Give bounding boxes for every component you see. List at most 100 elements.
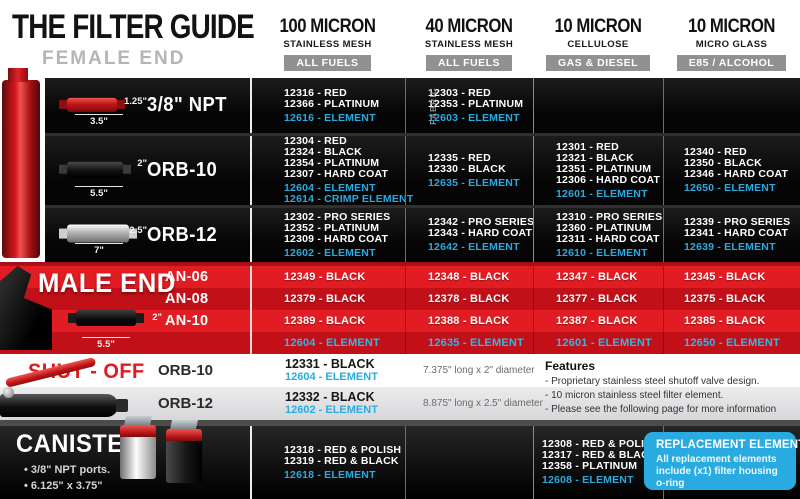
page-title: THE FILTER GUIDE — [12, 8, 255, 46]
red-filter-product-photo — [2, 68, 40, 258]
female-end-section: 1.25" 3.5" 3/8" NPT 12316 - RED 12366 - P… — [0, 68, 800, 262]
replacement-cell: REPLACEMENT ELEMENTS All replacement ele… — [644, 426, 800, 499]
part-number: 12375 - BLACK — [684, 293, 766, 305]
element-part-number: 12604 - ELEMENT — [284, 337, 380, 349]
part-number: 12388 - BLACK — [428, 315, 510, 327]
features-block: Features - Proprietary stainless steel s… — [545, 359, 795, 417]
size-note: 8.875" long x 2.5" diameter — [423, 398, 543, 409]
column-title: 40 MICRON — [425, 16, 513, 37]
replacement-elements-title: REPLACEMENT ELEMENTS — [656, 439, 800, 451]
parts-cell: 12335 - RED 12330 - BLACK 12635 - ELEMENT — [405, 136, 533, 205]
male-end-section: AN-06 12349 - BLACK 12348 - BLACK 12347 … — [0, 262, 800, 354]
diameter-dimension: 1.25" — [124, 95, 147, 107]
row-label-an10: AN-10 — [165, 313, 209, 329]
parts-cell: 12331 - BLACK 12604 - ELEMENT — [250, 354, 405, 387]
fuel-type-badge: ALL FUELS — [425, 55, 513, 71]
parts-cell: 12340 - RED 12350 - BLACK 12346 - HARD COA… — [663, 136, 800, 205]
replacement-elements-note: All replacement elements include (x1) fi… — [656, 454, 778, 489]
replacement-elements-callout: REPLACEMENT ELEMENTS All replacement ele… — [644, 432, 800, 490]
column-subtitle: MICRO GLASS — [695, 39, 768, 50]
element-part-number: 12602 - ELEMENT — [285, 404, 378, 416]
fuel-type-badge: ALL FUELS — [284, 55, 371, 71]
npt-filter-image: 1.25" 3.5" — [45, 78, 147, 133]
element-part-number: 12601 - ELEMENT — [556, 337, 652, 349]
canister-black-product-photo — [166, 420, 202, 483]
parts-cell: 12318 - RED & POLISH 12319 - RED & BLACK … — [250, 426, 405, 499]
row-npt: 1.25" 3.5" 3/8" NPT 12316 - RED 12366 - P… — [0, 78, 800, 133]
shut-off-section: SHUT - OFF ORB-10 12331 - BLACK 12604 - … — [0, 354, 800, 420]
fabric-note: FABRIC — [427, 86, 438, 125]
length-dimension: 5.5" — [75, 186, 123, 199]
shut-off-valve-product-photo — [0, 356, 140, 419]
part-number: 12387 - BLACK — [556, 315, 638, 327]
part-number: 12379 - BLACK — [284, 293, 366, 305]
part-number: 12378 - BLACK — [428, 293, 510, 305]
column-subtitle: STAINLESS MESH — [424, 39, 514, 50]
column-header-100-micron: 100 MICRON STAINLESS MESH ALL FUELS — [250, 0, 405, 78]
element-part-number: 12635 - ELEMENT — [428, 337, 524, 349]
column-subtitle: CELLULOSE — [567, 39, 629, 50]
length-dimension: 7" — [75, 243, 123, 256]
parts-cell: 12304 - RED 12324 - BLACK 12354 - PLATINUM… — [250, 136, 413, 205]
female-end-section-label: FEMALE END — [42, 48, 186, 69]
parts-cell: 12316 - RED 12366 - PLATINUM 12616 - ELEM… — [250, 78, 405, 133]
part-number: 12348 - BLACK — [428, 271, 510, 283]
fuel-type-badge: E85 / ALCOHOL — [676, 55, 787, 71]
orb10-filter-image: 2" 5.5" — [45, 136, 147, 205]
part-number: 12377 - BLACK — [556, 293, 638, 305]
column-header-10-micron-micro-glass: 10 MICRON MICRO GLASS E85 / ALCOHOL — [663, 0, 800, 78]
parts-cell: 12339 - PRO SERIES 12341 - HARD COAT 1263… — [663, 208, 800, 262]
row-label-an08: AN-08 — [165, 291, 209, 307]
part-number: 12331 - BLACK — [285, 357, 375, 371]
part-number: 12332 - BLACK — [285, 390, 375, 404]
row-label-an06: AN-06 — [165, 269, 209, 285]
parts-cell: 12301 - RED 12321 - BLACK 12351 - PLATINUM… — [533, 136, 663, 205]
diameter-dimension: 2.5" — [129, 225, 147, 237]
column-subtitle: STAINLESS MESH — [283, 39, 372, 50]
parts-cell: FABRIC 12303 - RED 12353 - PLATINUM 12603… — [405, 78, 533, 133]
features-list: - Proprietary stainless steel shutoff va… — [545, 376, 777, 415]
row-an10: AN-10 12389 - BLACK 12388 - BLACK 12387 … — [0, 310, 800, 332]
row-shutoff-orb12: ORB-12 12332 - BLACK 12602 - ELEMENT 8.8… — [0, 387, 800, 420]
canister-section: CANISTER • 3/8" NPT ports. • 6.125" x 3.7… — [0, 416, 800, 499]
length-dimension: 3.5" — [75, 114, 123, 127]
row-an08: AN-08 12379 - BLACK 12378 - BLACK 12377 … — [0, 288, 800, 310]
column-header-40-micron: 40 MICRON STAINLESS MESH ALL FUELS — [405, 0, 533, 78]
parts-cell-empty — [533, 78, 663, 133]
row-label-orb10: ORB-10 — [147, 159, 218, 181]
row-label-npt: 3/8" NPT — [147, 94, 227, 116]
part-number: 12385 - BLACK — [684, 315, 766, 327]
column-title: 100 MICRON — [279, 16, 376, 37]
canister-specs: • 3/8" NPT ports. • 6.125" x 3.75" — [24, 464, 111, 492]
canister-polish-product-photo — [120, 416, 156, 479]
row-an06: AN-06 12349 - BLACK 12348 - BLACK 12347 … — [0, 266, 800, 288]
part-number: 12347 - BLACK — [556, 271, 638, 283]
element-part-number: 12604 - ELEMENT — [285, 371, 378, 383]
parts-cell: 12310 - PRO SERIES 12360 - PLATINUM 12311 … — [533, 208, 663, 262]
row-label-orb12: ORB-12 — [158, 395, 214, 412]
canister-section-label: CANISTER — [16, 430, 142, 458]
header: THE FILTER GUIDE FEMALE END 100 MICRON S… — [0, 0, 800, 78]
orb12-filter-image: 2.5" 7" — [45, 208, 147, 262]
section-divider-bar — [0, 420, 800, 426]
column-header-10-micron-cellulose: 10 MICRON CELLULOSE GAS & DIESEL — [533, 0, 663, 78]
parts-cell: 12302 - PRO SERIES 12352 - PLATINUM 12309 … — [250, 208, 405, 262]
column-title: 10 MICRON — [554, 16, 642, 37]
parts-cell-empty — [405, 426, 533, 499]
row-orb12: 2.5" 7" ORB-12 12302 - PRO SERIES 12352 -… — [0, 205, 800, 262]
parts-cell: 12332 - BLACK 12602 - ELEMENT — [250, 387, 405, 420]
features-title: Features — [545, 359, 596, 373]
parts-cell: 12342 - PRO SERIES 12343 - HARD COAT 1264… — [405, 208, 534, 262]
row-orb10: 2" 5.5" ORB-10 12304 - RED 12324 - BLACK 1… — [0, 133, 800, 205]
row-male-elements: 12604 - ELEMENT 12635 - ELEMENT 12601 - … — [0, 332, 800, 354]
part-number: 12345 - BLACK — [684, 271, 766, 283]
element-part-number: 12650 - ELEMENT — [684, 337, 780, 349]
size-note: 7.375" long x 2" diameter — [423, 365, 535, 376]
parts-cell: 12308 - RED & POLISH 12317 - RED & BLACK 1… — [533, 426, 663, 499]
fuel-type-badge: GAS & DIESEL — [545, 55, 651, 71]
row-label-orb10: ORB-10 — [158, 362, 214, 379]
part-number: 12349 - BLACK — [284, 271, 366, 283]
part-number: 12389 - BLACK — [284, 315, 366, 327]
diameter-dimension: 2" — [137, 158, 147, 170]
parts-cell-empty — [663, 78, 800, 133]
